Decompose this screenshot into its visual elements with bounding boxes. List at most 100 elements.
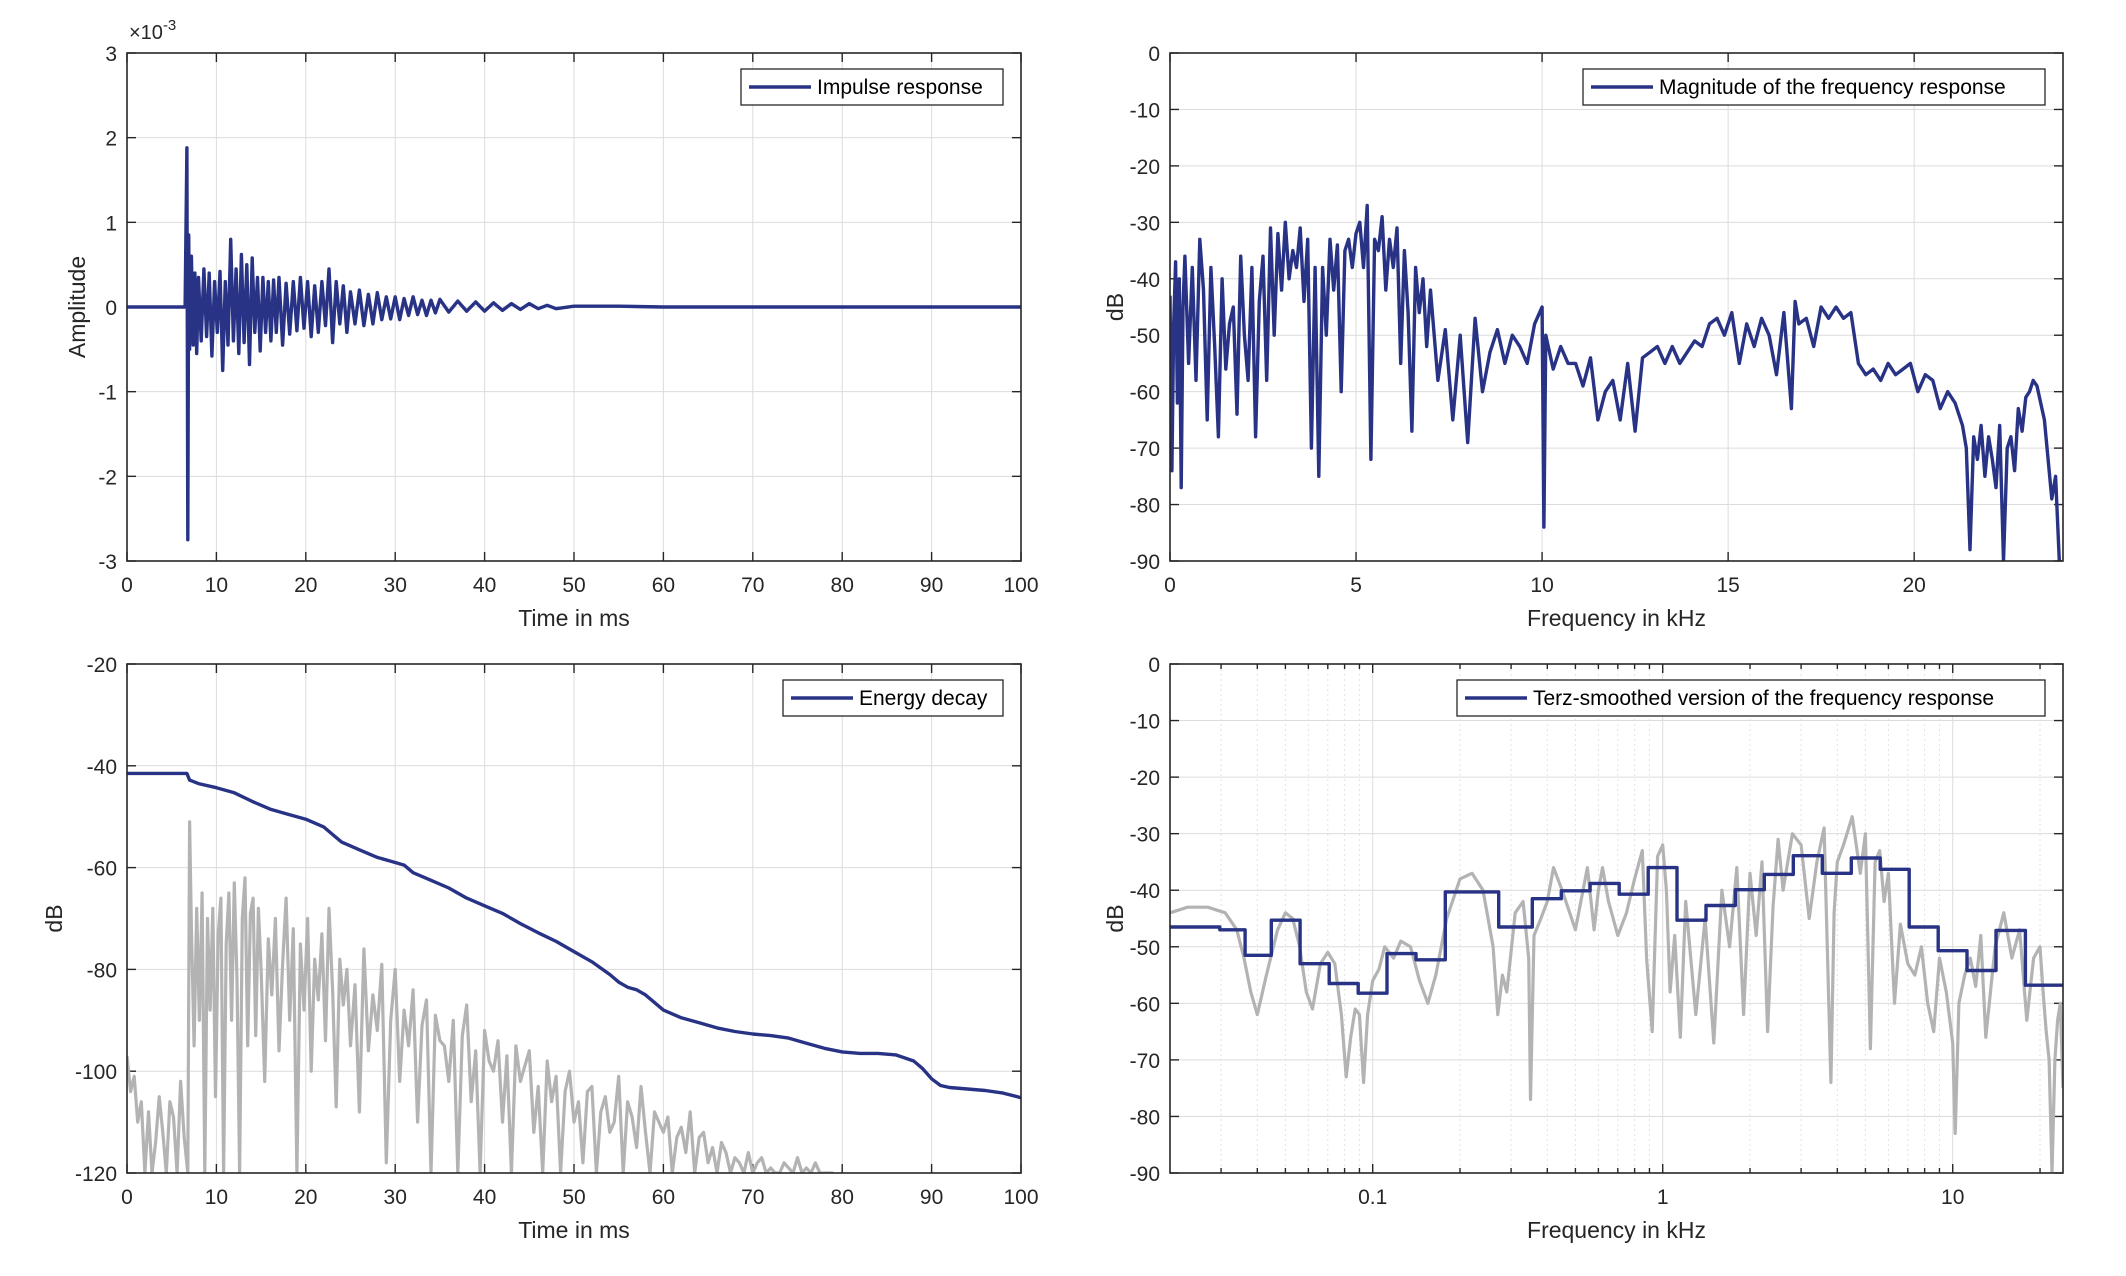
legend: Magnitude of the frequency response: [1582, 68, 2046, 106]
series-line-magnitude-of-the-frequency-response: [1170, 203, 2061, 561]
y-tick-label: -60: [87, 858, 117, 881]
x-tick-label: 30: [384, 574, 407, 597]
y-tick-label: -40: [87, 756, 117, 779]
x-tick-label: 1: [1657, 1186, 1669, 1209]
exponent-power: -3: [163, 17, 176, 34]
y-axis-label: dB: [1102, 904, 1128, 932]
y-tick-label: -20: [1130, 767, 1160, 790]
x-tick-label: 80: [831, 574, 854, 597]
y-tick-label: -20: [1130, 156, 1160, 179]
x-tick-label: 20: [294, 1186, 317, 1209]
x-tick-label: 40: [473, 1186, 496, 1209]
legend: Impulse response: [740, 68, 1004, 106]
series-line-impulse-response: [127, 146, 1021, 542]
x-tick-label: 10: [205, 574, 228, 597]
x-tick-label: 100: [1003, 574, 1038, 597]
magnitude-response-panel: 0 5 10 15 20 -90 -80 -70 -60 -50 -40 -30 -20 -10 0 Freq…: [1102, 43, 2064, 631]
legend-label: Terz-smoothed version of the frequency r…: [1533, 687, 1994, 710]
y-tick-label: 0: [1148, 654, 1160, 677]
x-tick-label: 80: [831, 1186, 854, 1209]
exponent-base: ×10: [129, 22, 163, 44]
y-tick-label: 1: [105, 212, 117, 235]
x-tick-label: 0: [121, 1186, 133, 1209]
x-axis-label: Time in ms: [518, 1217, 630, 1243]
y-tick-label: -120: [75, 1163, 117, 1186]
x-axis-label: Frequency in kHz: [1527, 1217, 1706, 1243]
y-tick-label: -10: [1130, 99, 1160, 122]
y-tick-label: -20: [87, 654, 117, 677]
x-tick-label: 20: [1902, 574, 1925, 597]
y-tick-label: -60: [1130, 993, 1160, 1016]
y-tick-label: 3: [105, 43, 117, 66]
y-tick-label: -2: [98, 466, 117, 489]
y-tick-label: -30: [1130, 824, 1160, 847]
x-tick-label: 10: [205, 1186, 228, 1209]
y-tick-label: 0: [105, 297, 117, 320]
legend-label: Impulse response: [817, 76, 983, 99]
x-tick-label: 15: [1716, 574, 1739, 597]
x-axis-label: Time in ms: [518, 605, 630, 631]
y-tick-label: -80: [1130, 1106, 1160, 1129]
legend-box: [1582, 68, 2046, 106]
y-tick-label: -50: [1130, 937, 1160, 960]
plot-area: [1170, 664, 2063, 1173]
x-tick-label: 70: [741, 574, 764, 597]
x-tick-label: 50: [562, 1186, 585, 1209]
x-tick-label: 90: [920, 1186, 943, 1209]
y-tick-label: -70: [1130, 438, 1160, 461]
x-tick-label: 0: [121, 574, 133, 597]
x-tick-label: 10: [1530, 574, 1553, 597]
y-axis-label: Amplitude: [64, 256, 90, 358]
y-tick-label: -3: [98, 551, 117, 574]
x-tick-label: 70: [741, 1186, 764, 1209]
series-line-energy-decay: [127, 771, 1021, 1100]
legend-label: Energy decay: [859, 687, 988, 710]
y-tick-label: 2: [105, 128, 117, 151]
y-tick-label: -70: [1130, 1050, 1160, 1073]
axes-frame: [1169, 52, 2064, 562]
axes-frame: [126, 663, 1022, 1174]
y-tick-label: -90: [1130, 551, 1160, 574]
legend: Energy decay: [782, 679, 1004, 717]
energy-decay-panel: 0 10 20 30 40 50 60 70 80 90 100 -120 -100 -80 -60 -40 -…: [41, 654, 1039, 1243]
impulse-response-panel: 0 10 20 30 40 50 60 70 80 90 100 -3 -2 -1 0 1 2 3 Time in …: [64, 17, 1039, 631]
y-tick-label: 0: [1148, 43, 1160, 66]
series-line-terz-smoothed-version-of-the-frequency-response: [1170, 854, 2063, 995]
x-tick-label: 5: [1350, 574, 1362, 597]
x-tick-label: 100: [1003, 1186, 1038, 1209]
y-tick-label: -100: [75, 1061, 117, 1084]
y-tick-label: -80: [1130, 495, 1160, 518]
x-tick-label: 30: [384, 1186, 407, 1209]
x-tick-label: 10: [1941, 1186, 1964, 1209]
x-tick-label: 50: [562, 574, 585, 597]
x-tick-label: 40: [473, 574, 496, 597]
series-line-squared-impulse-response-db: [127, 820, 834, 1173]
plot-area: [1170, 53, 2063, 561]
y-tick-label: -90: [1130, 1163, 1160, 1186]
y-axis-label: dB: [41, 904, 67, 932]
y-tick-label: -40: [1130, 269, 1160, 292]
y-tick-label: -40: [1130, 880, 1160, 903]
series-line-unsmoothed-frequency-response: [1170, 815, 2063, 1173]
x-tick-label: 60: [652, 574, 675, 597]
y-tick-label: -10: [1130, 711, 1160, 734]
x-tick-label: 20: [294, 574, 317, 597]
legend-label: Magnitude of the frequency response: [1659, 76, 2006, 99]
y-tick-label: -30: [1130, 212, 1160, 235]
y-tick-label: -60: [1130, 382, 1160, 405]
y-tick-label: -80: [87, 959, 117, 982]
axes-frame: [1169, 663, 2064, 1174]
x-tick-label: 90: [920, 574, 943, 597]
axes-frame: [126, 52, 1022, 562]
y-exponent-label: ×10-3: [129, 17, 176, 44]
legend-box: [1456, 679, 2046, 717]
y-tick-label: -1: [98, 382, 117, 405]
x-tick-label: 0.1: [1358, 1186, 1387, 1209]
y-tick-label: -50: [1130, 325, 1160, 348]
y-axis-label: dB: [1102, 293, 1128, 321]
terz-smoothed-panel: 0.1 1 10 -90 -80 -70 -60 -50 -40 -30 -20 -10 0 Freque…: [1102, 654, 2064, 1243]
x-axis-label: Frequency in kHz: [1527, 605, 1706, 631]
legend: Terz-smoothed version of the frequency r…: [1456, 679, 2046, 717]
x-tick-label: 0: [1164, 574, 1176, 597]
